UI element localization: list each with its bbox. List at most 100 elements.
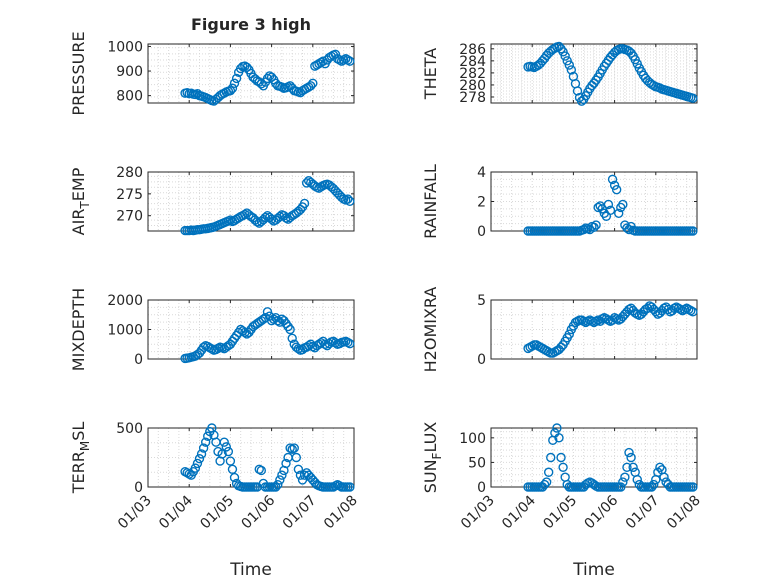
y-tick-label: 280 [116,165,143,181]
data-point [225,456,236,466]
data-point [192,458,203,469]
data-point [306,81,316,91]
subplot-pressure: 800 900 1000 PRESSURE [69,31,355,116]
data-point [560,51,570,61]
data-point [579,224,589,235]
data-point [308,78,318,89]
y-tick-label: 50 [468,455,486,471]
y-tick-label: 278 [459,90,486,106]
data-point [628,462,638,473]
data-point [277,470,287,480]
data-point [593,202,603,213]
data-point [624,447,634,458]
x-tick-label: 01/04 [499,492,539,532]
data-point [293,464,304,474]
data-point [281,213,291,223]
data-point [200,437,211,447]
data-point [281,458,291,469]
x-tick-label: 01/04 [156,492,196,532]
data-point [603,199,614,210]
data-point [227,83,238,93]
data-point [566,65,577,75]
y-tick-label: 0 [477,352,486,368]
y-axis-label: THETA [421,48,440,100]
data-point [203,431,213,441]
data-point [589,222,599,233]
x-tick-label: 01/06 [239,492,279,532]
data-point [198,443,209,453]
data-point [271,482,281,492]
data-point [196,449,207,459]
y-tick-label: 5 [477,293,486,309]
data-point [291,452,302,463]
data-point [219,437,229,447]
data-point [240,209,250,220]
data-point [556,452,566,463]
data-point [256,465,266,476]
data-point [260,212,271,223]
data-point [297,475,308,485]
data-point [564,60,574,70]
data-point [252,217,262,227]
data-point [546,452,556,463]
data-point [543,467,554,477]
data-point [614,208,624,219]
data-point [616,482,626,492]
data-point [285,324,295,335]
y-tick-label: 0 [134,480,143,496]
data-point [345,196,355,206]
data-point [663,304,673,315]
data-point [688,93,698,103]
data-point [632,474,642,485]
x-tick-label: 01/08 [321,493,361,533]
y-tick-label: 1000 [107,39,143,55]
y-tick-label: 1000 [107,323,143,339]
subplot-terr-sl: 01/03 01/04 01/05 01/06 01/07 01/08 0 500 TERRMS… [69,421,361,532]
data-point [552,423,562,433]
x-tick-label: 01/03 [115,493,155,533]
y-axis-label: PRESSURE [69,31,88,115]
y-tick-label: 4 [477,165,486,181]
subplot-rainfall: 0 2 4 RAINFALL [421,164,698,240]
data-point [688,482,698,492]
x-tick-label: 01/06 [582,492,622,532]
y-tick-label: 2 [477,195,486,211]
y-axis-label: AIRTEMP [69,167,92,235]
data-point [339,55,349,65]
data-point [194,453,205,464]
y-tick-label: 0 [477,224,486,240]
data-point [649,479,659,490]
axes-box [490,43,698,104]
y-axis-label: TERRMSL [69,422,92,495]
subplot-mixdepth: 0 1000 2000 MIXDEPTH [69,288,355,371]
data-point [287,333,297,344]
axes-box [490,299,698,360]
x-tick-label: 01/07 [280,493,320,533]
x-tick-label: 01/05 [540,493,580,533]
data-point [345,56,355,66]
y-tick-label: 900 [116,64,143,80]
figure-title: Figure 3 high [191,15,311,34]
subplot-h2omixra: 0 5 H2OMIXRA [421,287,698,372]
y-tick-label: 0 [134,352,143,368]
data-point [554,433,564,443]
data-point [256,79,266,89]
x-axis-label-left: Time [229,560,272,580]
data-point [227,464,238,474]
y-tick-label: 280 [459,78,486,94]
subplot-sun-lux: 01/03 01/04 01/05 01/06 01/07 01/08 0 50 100 SUNF… [421,422,704,533]
y-tick-label: 2000 [107,293,143,309]
data-point [301,178,312,188]
y-tick-label: 286 [459,42,486,58]
data-point [343,194,353,204]
data-point [688,307,698,317]
data-point [229,78,240,89]
data-point [572,86,583,96]
x-tick-label: 01/03 [458,493,498,533]
data-point [539,479,550,490]
y-tick-label: 275 [116,187,143,203]
data-point [273,315,283,326]
data-point [618,477,628,487]
